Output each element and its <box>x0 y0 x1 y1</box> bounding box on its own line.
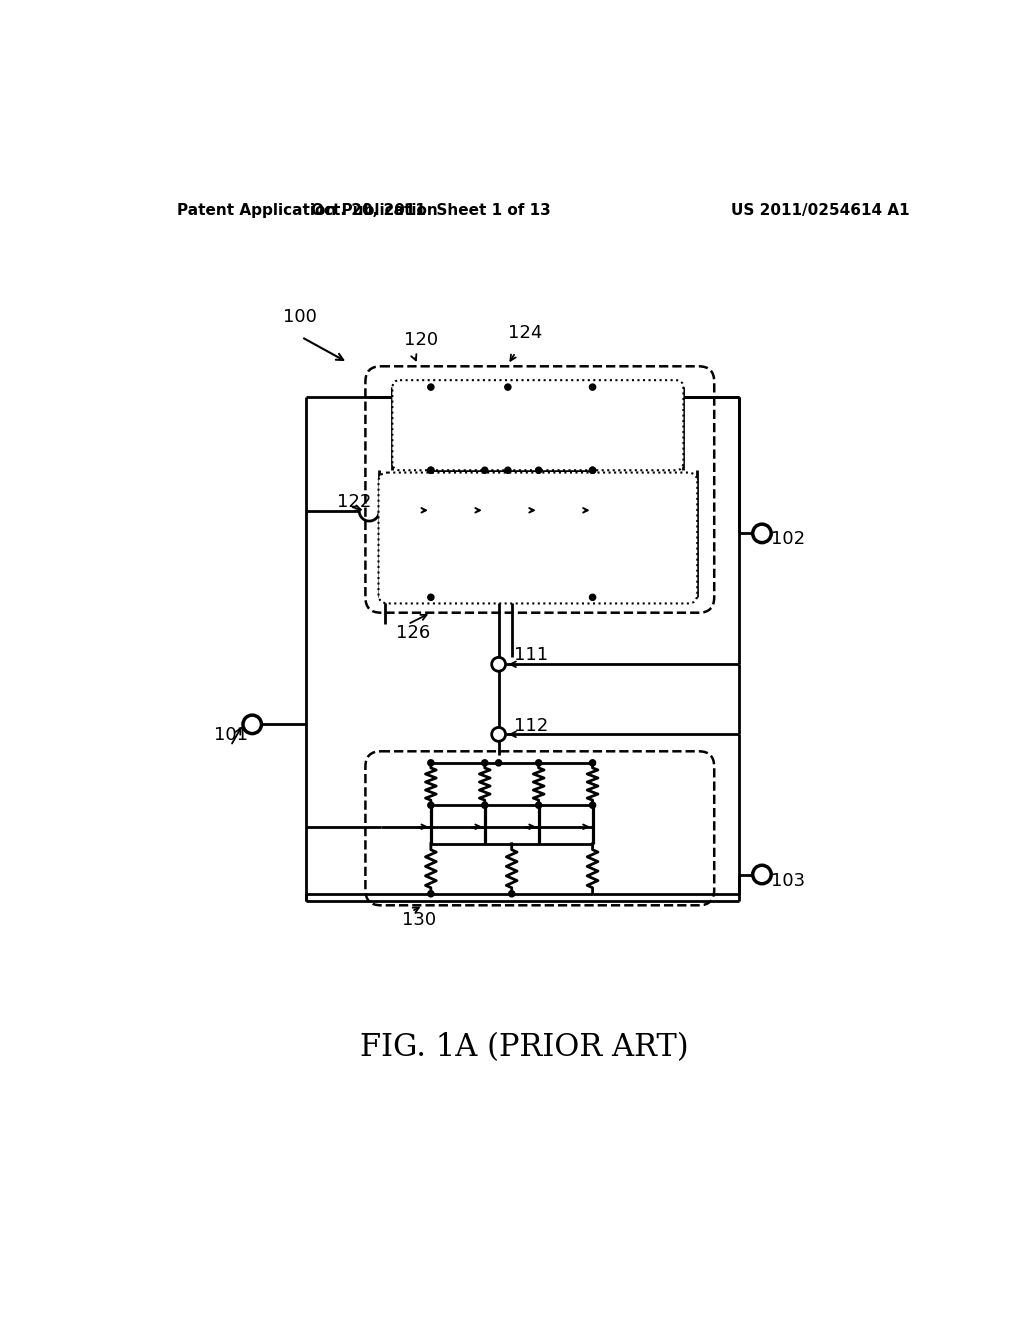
Text: 101: 101 <box>214 726 248 743</box>
Text: FIG. 1A (PRIOR ART): FIG. 1A (PRIOR ART) <box>360 1032 689 1063</box>
FancyBboxPatch shape <box>392 380 683 470</box>
Text: US 2011/0254614 A1: US 2011/0254614 A1 <box>731 203 909 218</box>
Circle shape <box>481 760 487 766</box>
FancyBboxPatch shape <box>379 473 697 603</box>
Circle shape <box>753 866 771 884</box>
Circle shape <box>590 384 596 391</box>
Circle shape <box>536 467 542 474</box>
Text: 120: 120 <box>403 331 438 350</box>
Text: 112: 112 <box>514 717 548 735</box>
Circle shape <box>590 760 596 766</box>
Circle shape <box>536 803 542 808</box>
Circle shape <box>428 891 434 896</box>
Circle shape <box>496 760 502 766</box>
Text: Oct. 20, 2011  Sheet 1 of 13: Oct. 20, 2011 Sheet 1 of 13 <box>311 203 551 218</box>
Circle shape <box>590 467 596 474</box>
Circle shape <box>590 803 596 808</box>
Text: 124: 124 <box>508 323 543 342</box>
Circle shape <box>481 467 487 474</box>
Circle shape <box>428 594 434 601</box>
Text: Patent Application Publication: Patent Application Publication <box>177 203 437 218</box>
Circle shape <box>492 657 506 671</box>
Circle shape <box>243 715 261 734</box>
Text: 102: 102 <box>771 529 805 548</box>
Circle shape <box>536 760 542 766</box>
Text: 122: 122 <box>337 494 372 511</box>
Text: 111: 111 <box>514 645 548 664</box>
Circle shape <box>505 384 511 391</box>
Text: 100: 100 <box>283 309 316 326</box>
Text: 103: 103 <box>771 871 805 890</box>
Circle shape <box>590 594 596 601</box>
Circle shape <box>428 467 434 474</box>
Circle shape <box>509 891 515 896</box>
Circle shape <box>753 524 771 543</box>
Circle shape <box>590 467 596 474</box>
Circle shape <box>481 803 487 808</box>
Circle shape <box>492 727 506 742</box>
Text: 130: 130 <box>402 911 436 929</box>
Circle shape <box>428 803 434 808</box>
Circle shape <box>428 760 434 766</box>
Circle shape <box>428 384 434 391</box>
Text: 126: 126 <box>396 624 430 643</box>
Circle shape <box>428 467 434 474</box>
Circle shape <box>505 467 511 474</box>
